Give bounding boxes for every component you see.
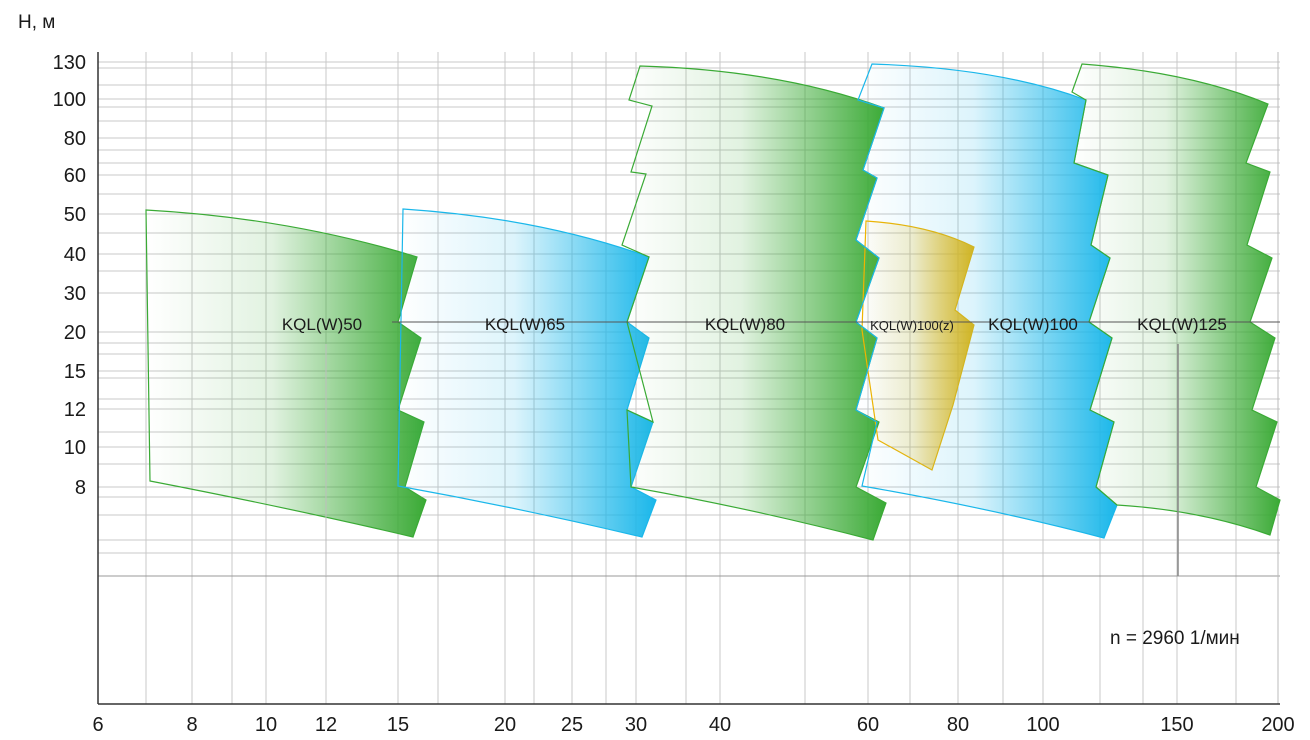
x-tick-label: 40 [709,714,731,736]
y-tick-label: 60 [64,165,86,187]
y-tick-label: 20 [64,322,86,344]
y-tick-label: 30 [64,283,86,305]
y-tick-label: 40 [64,244,86,266]
series-label: KQL(W)100(z) [870,318,954,333]
y-tick-label: 15 [64,361,86,383]
series-label: KQL(W)65 [485,315,565,334]
y-tick-label: 12 [64,399,86,421]
region-kql-w-100 [855,63,1118,539]
x-tick-label: 150 [1160,714,1193,736]
series-labels: KQL(W)50 KQL(W)65 KQL(W)80 KQL(W)100(z) KQL(… [282,315,1227,334]
series-label: KQL(W)100 [988,315,1078,334]
axes [97,52,1280,705]
x-tick-labels: 6 8 10 12 15 20 25 30 40 60 80 100 150 200 [92,714,1294,736]
x-tick-label: 100 [1026,714,1059,736]
x-tick-label: 30 [625,714,647,736]
y-tick-label: 80 [64,128,86,150]
x-tick-label: 15 [387,714,409,736]
x-tick-label: 80 [947,714,969,736]
y-tick-label: 8 [75,477,86,499]
y-tick-label: 100 [53,89,86,111]
y-tick-label: 50 [64,204,86,226]
x-tick-label: 20 [494,714,516,736]
region-kql-w-65 [397,208,657,538]
region-kql-w-50 [145,209,427,538]
x-tick-label: 10 [255,714,277,736]
x-tick-label: 6 [92,714,103,736]
x-tick-label: 8 [186,714,197,736]
region-kql-w-80 [621,65,887,541]
y-tick-labels: 130 100 80 60 50 40 30 20 15 12 10 8 [53,52,86,499]
speed-annotation: n = 2960 1/мин [1110,628,1240,649]
region-kql-w-125 [1071,63,1281,536]
y-tick-label: 10 [64,437,86,459]
x-tick-label: 200 [1261,714,1294,736]
x-tick-label: 12 [315,714,337,736]
y-tick-label: 130 [53,52,86,74]
series-label: KQL(W)50 [282,315,362,334]
series-label: KQL(W)125 [1137,315,1227,334]
x-tick-label: 25 [561,714,583,736]
y-axis-title: H, м [18,12,55,33]
pump-regions [145,63,1281,576]
x-tick-label: 60 [857,714,879,736]
series-label: KQL(W)80 [705,315,785,334]
